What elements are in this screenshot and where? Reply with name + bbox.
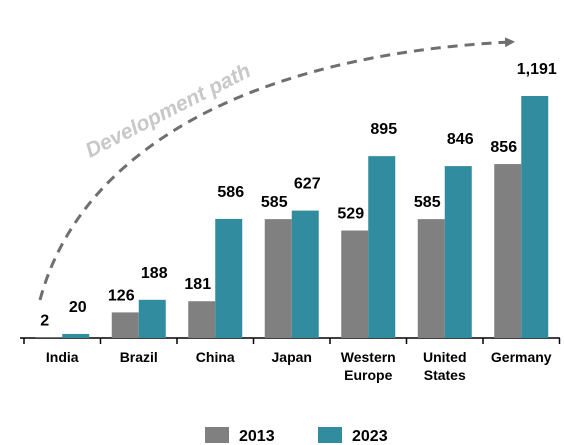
bar (368, 156, 396, 338)
legend-label: 2023 (352, 428, 388, 445)
bar (521, 96, 549, 338)
bar (291, 210, 319, 338)
x-tick-label: Germany (490, 349, 552, 365)
value-label: 529 (337, 206, 364, 223)
bar (494, 164, 522, 338)
x-tick-label: Western Europe (340, 349, 396, 383)
bar (188, 301, 216, 338)
value-label: 20 (69, 299, 87, 316)
legend-swatch (205, 427, 229, 443)
bar (341, 230, 369, 338)
value-label: 126 (108, 287, 135, 304)
bar (444, 166, 472, 338)
x-tick-label: China (195, 349, 235, 365)
value-label: 846 (447, 131, 474, 148)
value-label: 585 (261, 194, 288, 211)
bar (111, 312, 139, 338)
value-label: 895 (370, 121, 397, 138)
bar (264, 219, 292, 338)
x-tick-label: United States (422, 349, 467, 383)
bar (138, 299, 166, 338)
value-label: 181 (184, 276, 211, 293)
value-label: 1,191 (517, 61, 557, 78)
x-tick-label: India (45, 349, 79, 365)
value-label: 856 (490, 139, 517, 156)
x-tick-label: Brazil (119, 349, 158, 365)
development-arrow (38, 37, 515, 301)
x-tick-label: Japan (271, 349, 312, 365)
bar (215, 218, 243, 338)
value-label: 627 (294, 176, 321, 193)
legend-label: 2013 (239, 428, 275, 445)
annotation: Development path (82, 59, 255, 162)
legend-swatch (318, 427, 342, 443)
value-label: 188 (141, 265, 168, 282)
bar (62, 333, 90, 338)
value-label: 586 (217, 184, 244, 201)
value-label: 2 (40, 313, 49, 330)
value-label: 585 (414, 194, 441, 211)
bar (417, 219, 445, 338)
